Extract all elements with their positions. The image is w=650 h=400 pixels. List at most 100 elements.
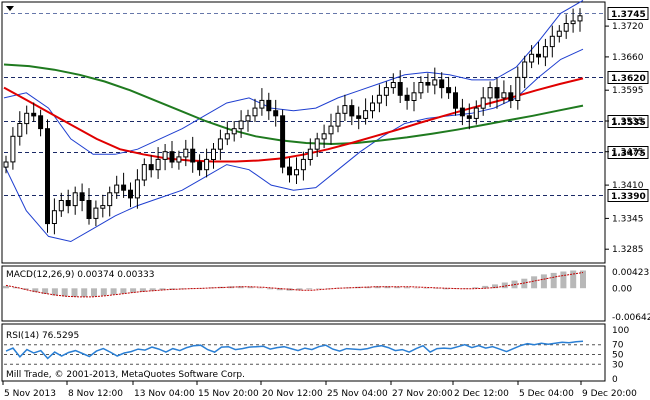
candle-body: [148, 164, 154, 171]
macd-histogram-bar: [433, 288, 440, 289]
time-tick-label: 5 Dec 04:00: [519, 389, 574, 399]
candle-body: [204, 158, 210, 171]
candle-body: [501, 92, 507, 99]
level-badge-label: 1.3535: [611, 118, 646, 128]
candle-body: [100, 205, 106, 209]
candle-body: [328, 125, 334, 135]
down-triangle-icon[interactable]: [6, 6, 14, 11]
candle-body: [65, 200, 71, 207]
level-badge-label: 1.3620: [611, 74, 646, 84]
macd-histogram-bar: [91, 288, 97, 297]
candle-body: [273, 110, 279, 117]
candle-body: [38, 115, 44, 130]
rsi-tick-label: 0: [612, 375, 618, 385]
candle-body: [128, 189, 133, 199]
macd-histogram-bar: [267, 288, 274, 290]
rsi-label: RSI(14) 76.5295: [6, 331, 79, 341]
candle-body: [162, 151, 168, 160]
candle-body: [224, 133, 230, 140]
candle-body: [141, 164, 147, 181]
level-badge-label: 1.3745: [611, 10, 646, 20]
moving-average-red: [3, 77, 584, 163]
candle-body: [515, 76, 521, 102]
level-badge: [607, 71, 649, 84]
macd-tick-label: -0.00642: [612, 313, 650, 323]
macd-histogram-bar: [51, 288, 58, 296]
price-tick-label: 1.3660: [612, 53, 644, 63]
time-tick-label: 13 Nov 04:00: [134, 389, 195, 399]
macd-histogram-bar: [3, 285, 9, 289]
candle-body: [473, 107, 479, 119]
macd-histogram-bar: [32, 288, 39, 293]
candle-body: [335, 112, 341, 127]
candle-body: [294, 169, 299, 176]
candle-body: [307, 148, 313, 160]
macd-histogram-bar: [560, 271, 567, 289]
macd-histogram-bar: [296, 288, 303, 291]
candle-body: [79, 192, 85, 202]
time-tick-label: 2 Dec 12:00: [454, 389, 509, 399]
candle-body: [536, 53, 541, 58]
candle-body: [376, 94, 382, 104]
candle-body: [411, 92, 417, 102]
candle-body: [107, 192, 113, 207]
candle-body: [356, 115, 362, 119]
time-tick-label: 25 Nov 04:00: [327, 389, 388, 399]
candle-body: [459, 107, 465, 117]
time-tick-label: 5 Nov 2013: [4, 389, 56, 399]
macd-signal-line: [5, 272, 584, 298]
macd-histogram-bar: [81, 288, 88, 297]
candle-body: [238, 120, 244, 130]
macd-histogram-bar: [198, 288, 205, 289]
candle-body: [425, 82, 431, 86]
candle-body: [231, 128, 237, 135]
level-badge: [607, 146, 649, 159]
candle-body: [72, 192, 78, 207]
candle-body: [321, 133, 327, 140]
macd-histogram-bar: [315, 288, 322, 289]
macd-histogram-bar: [42, 288, 49, 294]
price-tick-label: 1.3475: [612, 148, 644, 158]
candle-body: [24, 112, 30, 125]
price-tick-label: 1.3285: [612, 245, 644, 255]
candle-body: [217, 138, 223, 150]
candle-body: [570, 20, 576, 25]
macd-histogram-bar: [482, 285, 489, 289]
macd-histogram-bar: [355, 286, 362, 289]
main-price-panel: [1, 1, 606, 264]
candle-body: [542, 46, 548, 58]
candle-body: [266, 99, 272, 112]
macd-histogram-bar: [110, 288, 117, 295]
candle-body: [3, 161, 9, 168]
candle-body: [155, 158, 161, 171]
candle-body: [300, 158, 306, 171]
candle-body: [556, 30, 562, 37]
time-tick-label: 20 Nov 12:00: [262, 389, 323, 399]
candle-body: [287, 166, 292, 176]
candle-body: [404, 94, 410, 101]
macd-histogram-bar: [22, 288, 29, 290]
candle-body: [31, 112, 37, 117]
candle-body: [390, 82, 396, 89]
rsi-tick-label: 100: [612, 326, 629, 336]
macd-histogram-bar: [247, 286, 254, 289]
rsi-tick-label: 30: [612, 360, 624, 370]
candle-body: [383, 87, 389, 96]
macd-tick-label: 0.00423: [612, 268, 649, 278]
candle-body: [529, 53, 535, 63]
candle-body: [93, 207, 99, 219]
price-tick-label: 1.3345: [612, 214, 644, 224]
candle-body: [114, 184, 120, 194]
level-badge-label: 1.3475: [611, 149, 646, 159]
candle-body: [58, 200, 64, 212]
macd-histogram-bar: [208, 287, 215, 289]
bollinger-lower-band: [3, 48, 584, 243]
macd-histogram-bar: [61, 288, 68, 297]
candle-body: [259, 99, 265, 109]
macd-histogram-bar: [257, 287, 264, 289]
time-tick-label: 9 Dec 20:00: [582, 389, 637, 399]
macd-histogram-bar: [237, 286, 244, 289]
candle-body: [349, 105, 355, 117]
candle-body: [418, 82, 424, 94]
candle-body: [487, 87, 493, 99]
